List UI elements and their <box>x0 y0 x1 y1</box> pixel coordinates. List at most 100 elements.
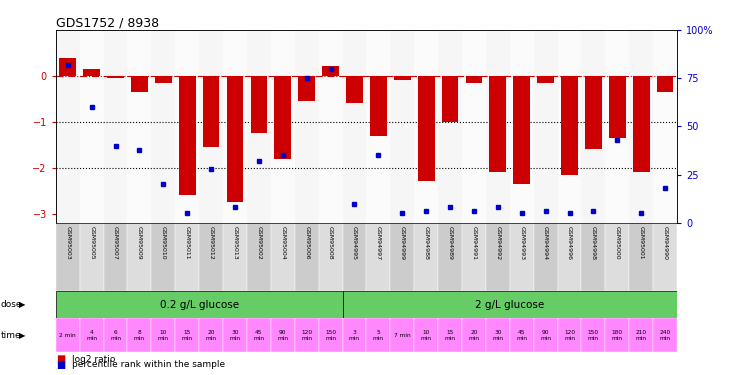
Text: 120
min: 120 min <box>564 330 575 340</box>
Text: 8
min: 8 min <box>134 330 145 340</box>
Text: GSM94993: GSM94993 <box>519 226 525 260</box>
Bar <box>633 76 650 172</box>
Bar <box>557 223 582 291</box>
Bar <box>629 223 653 291</box>
Bar <box>179 76 196 195</box>
Text: 0.2 g/L glucose: 0.2 g/L glucose <box>160 300 239 310</box>
Bar <box>533 30 557 223</box>
Bar <box>418 76 434 182</box>
Bar <box>247 30 271 223</box>
Bar <box>653 318 677 352</box>
Bar <box>486 318 510 352</box>
Bar <box>585 76 602 149</box>
Text: 180
min: 180 min <box>612 330 623 340</box>
Text: GSM94989: GSM94989 <box>448 226 452 260</box>
Text: 10
min: 10 min <box>420 330 432 340</box>
Text: 4
min: 4 min <box>86 330 97 340</box>
Bar <box>318 318 342 352</box>
Bar <box>391 223 414 291</box>
Bar <box>60 57 76 76</box>
Text: time: time <box>1 331 22 340</box>
Text: 6
min: 6 min <box>110 330 121 340</box>
Text: GSM95002: GSM95002 <box>257 226 261 260</box>
Bar <box>513 76 530 184</box>
Bar <box>537 76 554 83</box>
Bar <box>391 30 414 223</box>
Text: 20
min: 20 min <box>469 330 479 340</box>
Bar <box>80 318 103 352</box>
Bar <box>318 30 342 223</box>
Bar <box>151 223 176 291</box>
Bar <box>127 30 151 223</box>
Bar <box>609 76 626 138</box>
Text: 240
min: 240 min <box>659 330 671 340</box>
Bar <box>510 223 533 291</box>
Bar <box>442 76 458 122</box>
Text: 120
min: 120 min <box>301 330 312 340</box>
Text: 15
min: 15 min <box>182 330 193 340</box>
Bar <box>103 30 127 223</box>
Bar <box>80 30 103 223</box>
Bar <box>606 318 629 352</box>
Bar <box>295 223 318 291</box>
Text: 30
min: 30 min <box>229 330 240 340</box>
Text: GSM95007: GSM95007 <box>113 226 118 260</box>
Text: GSM94998: GSM94998 <box>591 226 596 260</box>
Bar <box>582 30 606 223</box>
Bar <box>394 76 411 81</box>
Bar <box>298 76 315 101</box>
Text: 210
min: 210 min <box>635 330 647 340</box>
Bar <box>131 76 148 92</box>
Bar <box>342 291 677 318</box>
Bar <box>657 76 673 92</box>
Bar <box>342 223 367 291</box>
Bar <box>438 30 462 223</box>
Text: ▶: ▶ <box>19 300 26 309</box>
Text: 45
min: 45 min <box>516 330 527 340</box>
Bar <box>275 76 291 159</box>
Text: GSM94999: GSM94999 <box>400 226 405 260</box>
Text: GSM94995: GSM94995 <box>352 226 357 260</box>
Bar <box>582 223 606 291</box>
Bar <box>533 223 557 291</box>
Bar <box>462 30 486 223</box>
Text: ▶: ▶ <box>19 331 26 340</box>
Text: GSM94994: GSM94994 <box>543 226 548 260</box>
Text: GSM95003: GSM95003 <box>65 226 70 260</box>
Bar <box>80 223 103 291</box>
Text: GSM94992: GSM94992 <box>496 226 500 260</box>
Text: GSM94997: GSM94997 <box>376 226 381 260</box>
Bar <box>56 291 342 318</box>
Text: GSM95001: GSM95001 <box>638 226 644 260</box>
Bar <box>629 318 653 352</box>
Text: 30
min: 30 min <box>493 330 504 340</box>
Text: 45
min: 45 min <box>254 330 264 340</box>
Text: ■: ■ <box>56 354 65 364</box>
Bar <box>486 30 510 223</box>
Bar <box>318 223 342 291</box>
Text: 15
min: 15 min <box>445 330 455 340</box>
Text: GSM95005: GSM95005 <box>89 226 94 260</box>
Text: GSM94990: GSM94990 <box>663 226 667 260</box>
Bar <box>582 318 606 352</box>
Bar <box>176 223 199 291</box>
Bar <box>247 318 271 352</box>
Text: 3
min: 3 min <box>349 330 360 340</box>
Bar <box>151 318 176 352</box>
Bar <box>533 318 557 352</box>
Text: percentile rank within the sample: percentile rank within the sample <box>72 360 225 369</box>
Bar <box>83 69 100 76</box>
Bar <box>103 318 127 352</box>
Bar <box>271 318 295 352</box>
Text: 150
min: 150 min <box>325 330 336 340</box>
Bar <box>653 223 677 291</box>
Bar <box>370 76 387 136</box>
Bar <box>271 30 295 223</box>
Bar <box>557 30 582 223</box>
Text: ■: ■ <box>56 360 65 370</box>
Bar <box>56 318 80 352</box>
Bar <box>176 318 199 352</box>
Bar <box>342 30 367 223</box>
Bar <box>176 30 199 223</box>
Text: GSM95012: GSM95012 <box>208 226 214 260</box>
